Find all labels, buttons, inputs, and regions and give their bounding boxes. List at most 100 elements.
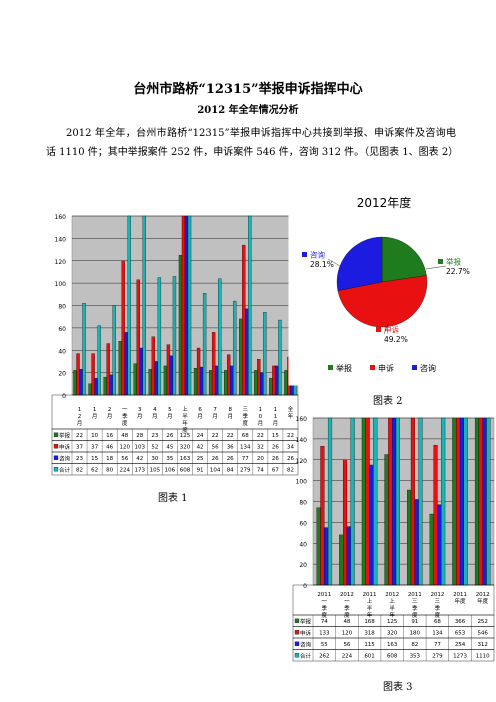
- table-cell: 115: [364, 642, 375, 648]
- y-tick-label: 120: [296, 458, 308, 465]
- bar-合计-7: [486, 417, 491, 586]
- table-cell: 30: [151, 456, 158, 462]
- bar-合计-13: [278, 319, 282, 396]
- bar-咨询-7: [482, 417, 487, 586]
- bar-合计-5: [157, 277, 162, 396]
- table-cell: 74: [321, 619, 328, 625]
- table-cell: 1273: [453, 653, 467, 659]
- slice-label-key: [302, 252, 307, 257]
- slice-label-percent: 49.2%: [384, 335, 408, 344]
- table-cell: 74: [257, 467, 264, 473]
- bar-合计-3: [127, 215, 131, 396]
- legend-key: [294, 618, 300, 623]
- table-cell: 320: [180, 444, 191, 450]
- category-label: 三季度: [243, 406, 249, 427]
- table-cell: 68: [434, 619, 441, 625]
- bar-申诉-1: [342, 459, 348, 586]
- bar-申诉-1: [91, 353, 95, 396]
- bar-合计-2: [112, 305, 116, 396]
- bar-申诉-0: [76, 353, 80, 396]
- bar-咨询-3: [124, 332, 128, 396]
- bar-合计-7: [187, 215, 192, 396]
- table-cell: 22: [227, 433, 234, 439]
- bar-合计-12: [263, 312, 267, 396]
- bar-合计-5: [441, 417, 446, 586]
- leader-line: [425, 265, 447, 270]
- legend-key: [294, 630, 300, 635]
- bar-合计-8: [202, 293, 207, 396]
- table-cell: 80: [106, 467, 113, 473]
- table-cell: 318: [364, 630, 375, 636]
- bar-合计-6: [463, 417, 468, 586]
- category-frame: [292, 584, 495, 616]
- y-tick-label: 140: [296, 437, 308, 444]
- bar-申诉-4: [410, 417, 415, 586]
- leader-line: [327, 258, 341, 267]
- table-cell: 252: [477, 619, 488, 625]
- legend-label-咨询: 咨询: [420, 363, 436, 373]
- row-label: 合计: [300, 652, 312, 660]
- caption-chart-3: 图表 3: [383, 682, 413, 693]
- table-cell: 34: [287, 444, 294, 450]
- table-cell: 84: [227, 467, 234, 473]
- legend-key: [53, 467, 59, 472]
- bar-举报-11: [239, 318, 243, 396]
- bar-举报-8: [193, 367, 198, 396]
- table-cell: 28: [136, 433, 143, 439]
- table-cell: 23: [151, 433, 158, 439]
- table-cell: 163: [387, 642, 398, 648]
- bar-举报-13: [269, 378, 273, 396]
- bar-举报-1: [88, 383, 92, 396]
- bar-申诉-9: [211, 332, 216, 396]
- y-tick-label: 0: [303, 583, 307, 590]
- y-tick-label: 120: [55, 259, 67, 266]
- table-cell: 168: [364, 619, 375, 625]
- category-frame: [51, 394, 299, 430]
- table-cell: 22: [76, 433, 83, 439]
- bar-申诉-6: [166, 344, 171, 396]
- pie-slice-举报: [381, 236, 427, 283]
- table-cell: 134: [432, 630, 443, 636]
- row-label: 举报: [300, 617, 312, 625]
- y-tick-label: 60: [58, 326, 66, 333]
- bar-咨询-7: [184, 215, 189, 396]
- summary-paragraph: 2012 年全年，台州市路桥“12315”举报申诉指挥中心共接到举报、申诉案件及…: [46, 128, 459, 158]
- table-cell: 133: [319, 630, 330, 636]
- table-cell: 224: [119, 467, 130, 473]
- bar-合计-1: [97, 325, 101, 396]
- legend-key: [294, 641, 300, 646]
- y-tick-label: 40: [58, 348, 66, 355]
- slice-label-key: [376, 327, 381, 332]
- bar-举报-12: [254, 370, 258, 396]
- caption-chart-1: 图表 1: [158, 493, 188, 504]
- row-label: 咨询: [300, 640, 312, 648]
- row-label: 举报: [59, 431, 71, 439]
- bar-咨询-4: [414, 499, 419, 586]
- y-tick-label: 80: [58, 304, 66, 311]
- table-cell: 36: [227, 444, 234, 450]
- table-cell: 353: [410, 653, 421, 659]
- table-cell: 608: [387, 653, 398, 659]
- legend-key: [53, 432, 59, 437]
- legend-key: [53, 444, 59, 449]
- bar-合计-0: [327, 417, 333, 586]
- table-cell: 55: [321, 642, 328, 648]
- table-cell: 103: [135, 444, 146, 450]
- y-tick-label: 0: [62, 393, 66, 400]
- bar-举报-5: [429, 513, 434, 586]
- bar-咨询-3: [392, 417, 397, 586]
- bar-合计-9: [217, 278, 222, 396]
- page-title: 台州市路桥“12315”举报申诉指挥中心: [133, 82, 363, 97]
- table-cell: 68: [242, 433, 249, 439]
- y-tick-label: 20: [299, 562, 307, 569]
- table-cell: 91: [197, 467, 204, 473]
- bar-举报-3: [384, 454, 389, 586]
- table-cell: 42: [136, 456, 143, 462]
- bar-咨询-2: [109, 374, 113, 396]
- table-cell: 67: [272, 467, 279, 473]
- bar-申诉-2: [365, 417, 370, 586]
